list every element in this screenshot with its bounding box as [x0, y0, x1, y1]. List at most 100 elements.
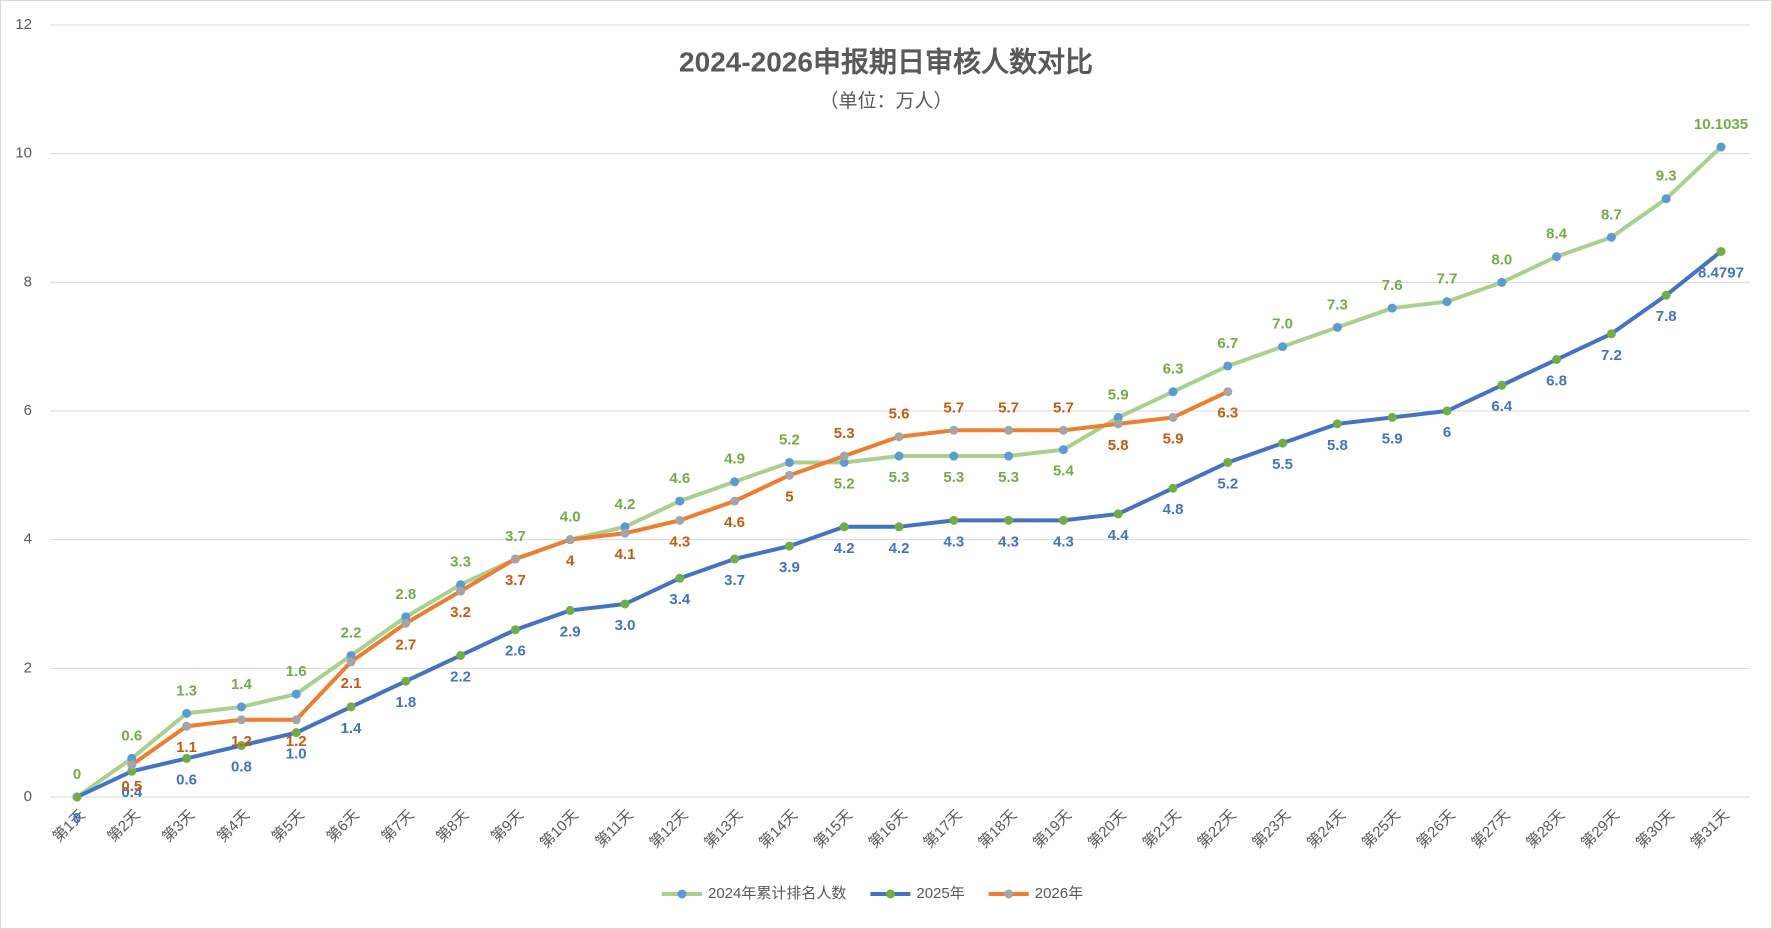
- series-marker: [1113, 509, 1123, 519]
- data-label: 4.9: [724, 451, 745, 468]
- series-marker: [1278, 342, 1288, 352]
- data-label: 7.0: [1272, 316, 1293, 333]
- data-label: 0: [73, 766, 81, 783]
- series-marker: [291, 728, 301, 738]
- data-label: 5.4: [1053, 463, 1075, 480]
- data-label: 5.9: [1108, 386, 1129, 403]
- series-marker: [291, 715, 301, 725]
- series-marker: [1552, 252, 1562, 262]
- series-marker: [730, 554, 740, 564]
- y-tick-label: 12: [15, 16, 32, 33]
- series-marker: [1387, 412, 1397, 422]
- data-label: 5.9: [1163, 430, 1184, 447]
- series-marker: [1442, 406, 1452, 416]
- series-marker: [949, 425, 959, 435]
- series-marker: [1168, 387, 1178, 397]
- series-marker: [401, 618, 411, 628]
- data-label: 0.5: [121, 778, 142, 795]
- series-marker: [1497, 277, 1507, 287]
- data-label: 4.8: [1163, 501, 1184, 518]
- series-marker: [1552, 355, 1562, 365]
- series-marker: [1497, 380, 1507, 390]
- data-label: 5.8: [1108, 437, 1129, 454]
- data-label: 1.2: [286, 733, 307, 750]
- series-marker: [784, 457, 794, 467]
- series-marker: [72, 792, 82, 802]
- data-label: 7.8: [1656, 308, 1677, 325]
- data-label: 2.6: [505, 643, 526, 660]
- data-label: 4.2: [615, 496, 636, 513]
- series-marker: [182, 708, 192, 718]
- series-marker: [401, 676, 411, 686]
- data-label: 5.7: [998, 399, 1019, 416]
- data-label: 0.4: [121, 784, 143, 801]
- data-label: 5.3: [943, 469, 964, 486]
- data-label: 6: [1443, 424, 1451, 441]
- series-marker: [949, 515, 959, 525]
- data-label: 5.9: [1382, 430, 1403, 447]
- series-marker: [1058, 425, 1068, 435]
- series-marker: [236, 702, 246, 712]
- data-label: 1.6: [286, 663, 307, 680]
- series-marker: [1606, 329, 1616, 339]
- series-marker: [620, 522, 630, 532]
- series-marker: [127, 766, 137, 776]
- legend-marker: [1004, 889, 1014, 899]
- data-label: 3.7: [505, 572, 526, 589]
- data-label: 4.2: [889, 540, 910, 557]
- series-marker: [182, 753, 192, 763]
- data-label: 5.7: [943, 399, 964, 416]
- series-marker: [127, 760, 137, 770]
- data-label: 5.5: [1272, 456, 1293, 473]
- data-label: 4.2: [834, 540, 855, 557]
- series-marker: [1332, 322, 1342, 332]
- series-marker: [510, 554, 520, 564]
- data-label: 5.2: [779, 431, 800, 448]
- data-label: 1.0: [286, 746, 307, 763]
- data-label: 5: [785, 488, 793, 505]
- data-label: 8.4797: [1698, 264, 1744, 281]
- y-tick-label: 10: [15, 145, 32, 162]
- series-marker: [675, 573, 685, 583]
- series-marker: [565, 605, 575, 615]
- series-marker: [346, 650, 356, 660]
- series-marker: [565, 535, 575, 545]
- series-marker: [456, 650, 466, 660]
- series-marker: [1278, 438, 1288, 448]
- series-marker: [839, 457, 849, 467]
- data-label: 10.1035: [1694, 116, 1748, 133]
- data-label: 2.7: [395, 636, 416, 653]
- data-label: 4.4: [1108, 527, 1130, 544]
- data-label: 8.0: [1491, 251, 1512, 268]
- series-marker: [1716, 246, 1726, 256]
- series-marker: [1442, 297, 1452, 307]
- series-marker: [730, 496, 740, 506]
- data-label: 1.4: [231, 676, 253, 693]
- series-marker: [1004, 515, 1014, 525]
- data-label: 7.2: [1601, 347, 1622, 364]
- data-label: 4.1: [615, 546, 636, 563]
- series-marker: [784, 470, 794, 480]
- series-marker: [1387, 303, 1397, 313]
- series-marker: [236, 741, 246, 751]
- data-label: 4.3: [943, 533, 964, 550]
- data-label: 0.6: [121, 727, 142, 744]
- data-label: 1.3: [176, 682, 197, 699]
- data-label: 7.7: [1437, 271, 1458, 288]
- y-tick-label: 4: [24, 531, 32, 548]
- data-label: 6.3: [1163, 361, 1184, 378]
- data-label: 2.2: [341, 624, 362, 641]
- series-marker: [784, 541, 794, 551]
- data-label: 5.3: [834, 425, 855, 442]
- data-label: 2.8: [395, 586, 416, 603]
- series-marker: [1661, 290, 1671, 300]
- y-tick-label: 2: [24, 659, 32, 676]
- data-label: 5.8: [1327, 437, 1348, 454]
- series-marker: [1004, 451, 1014, 461]
- chart-subtitle: （单位：万人）: [819, 90, 952, 112]
- series-marker: [1716, 142, 1726, 152]
- data-label: 2.1: [341, 675, 362, 692]
- data-label: 6.3: [1217, 405, 1238, 422]
